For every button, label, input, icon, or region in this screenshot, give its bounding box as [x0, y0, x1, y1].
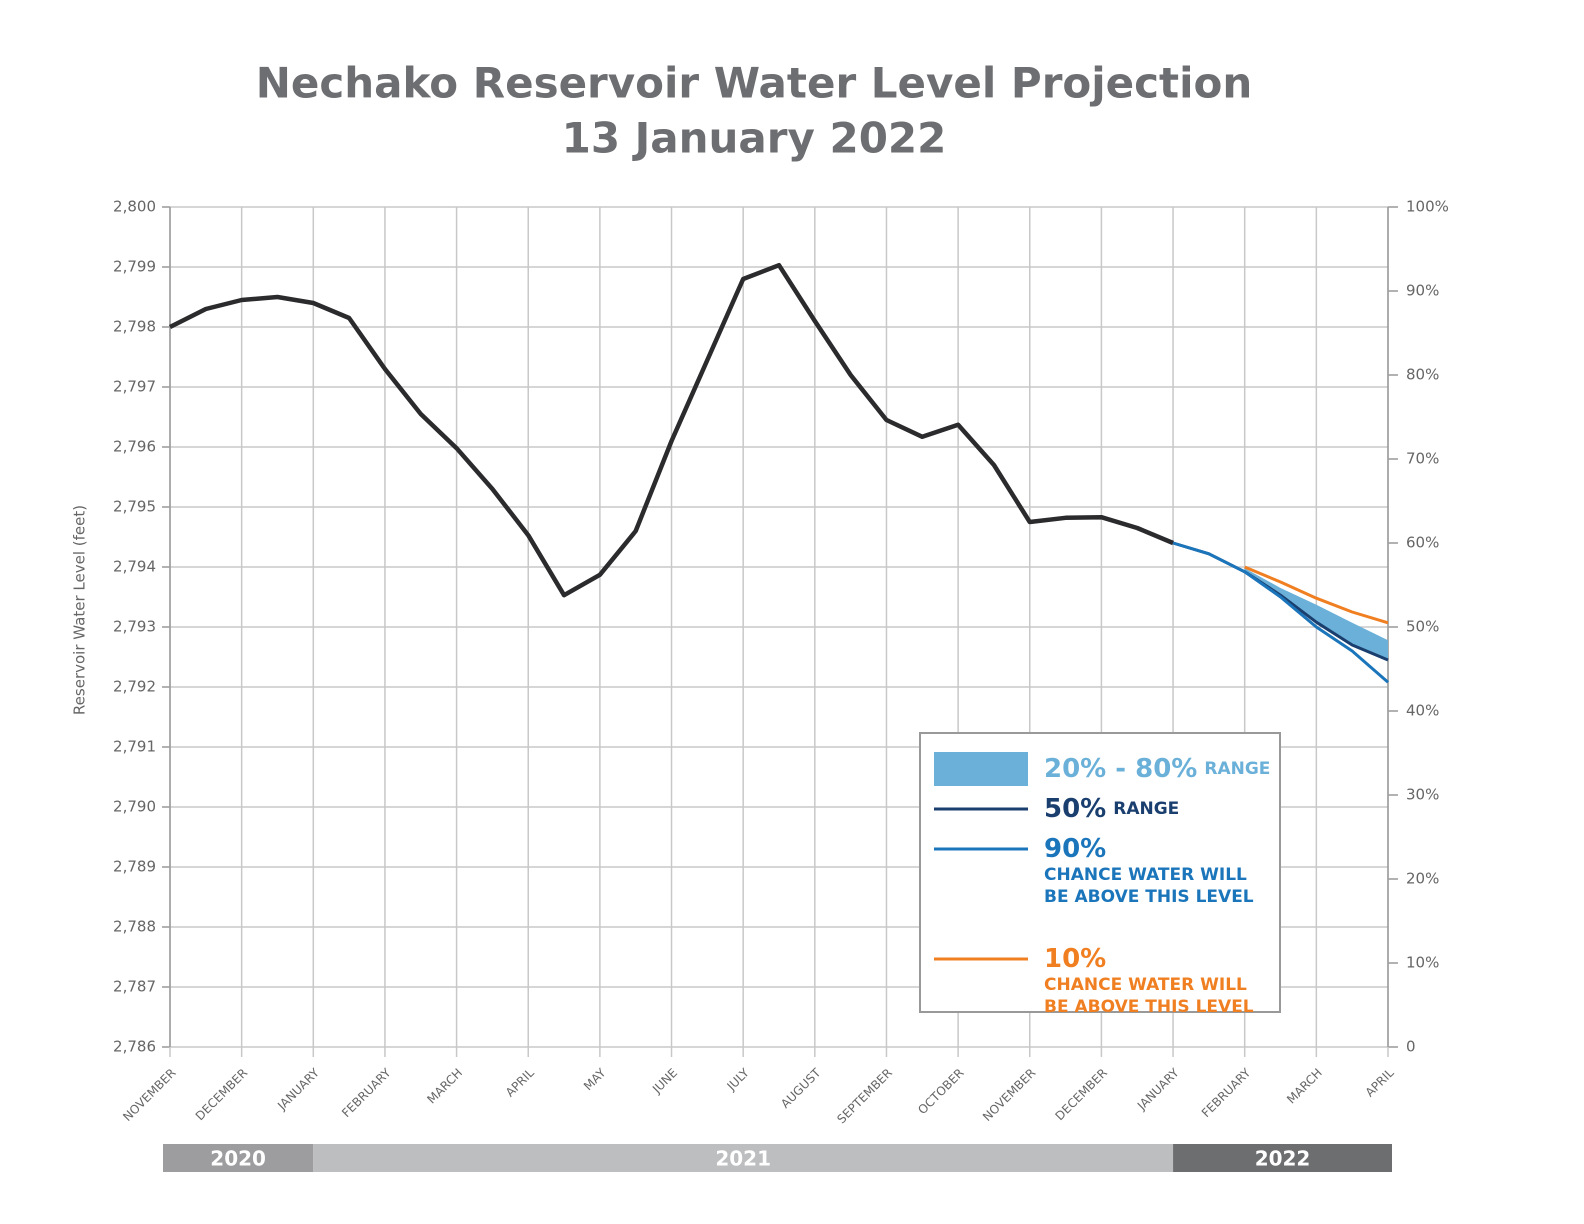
- legend-name: 20% - 80%: [1044, 754, 1197, 784]
- y-tick-label: 2,794: [113, 558, 156, 576]
- legend-note: RANGE: [1204, 759, 1270, 779]
- forecast-line: [1244, 565, 1389, 625]
- legend-note: BE ABOVE THIS LEVEL: [1044, 887, 1254, 907]
- x-tick-label: APRIL: [503, 1065, 537, 1099]
- legend-name: 90%: [1044, 834, 1106, 864]
- y-tick-label: 2,800: [113, 198, 156, 216]
- forecast-line: [1172, 541, 1389, 684]
- x-tick-label: JULY: [724, 1065, 753, 1094]
- x-tick-label: JANUARY: [274, 1065, 322, 1113]
- y-tick-label: 2,788: [113, 918, 156, 936]
- y-tick-label: 2,793: [113, 618, 156, 636]
- chart-subtitle: 13 January 2022: [562, 114, 947, 163]
- y-tick-label: 2,799: [113, 258, 156, 276]
- observed-line: [168, 262, 1174, 598]
- legend-note: CHANCE WATER WILL: [1044, 975, 1247, 995]
- y-tick-label: 2,791: [113, 738, 156, 756]
- legend-note: BE ABOVE THIS LEVEL: [1044, 997, 1254, 1017]
- y2-tick-label: 40%: [1406, 702, 1439, 720]
- x-tick-label: AUGUST: [778, 1065, 824, 1111]
- x-tick-label: DECEMBER: [1053, 1066, 1110, 1123]
- y2-tick-label: 10%: [1406, 954, 1439, 972]
- y2-tick-label: 100%: [1406, 198, 1449, 216]
- x-tick-label: OCTOBER: [915, 1066, 966, 1117]
- x-tick-label: JANUARY: [1134, 1065, 1182, 1113]
- x-tick-label: DECEMBER: [193, 1066, 250, 1123]
- y2-tick-label: 20%: [1406, 870, 1439, 888]
- legend-note: CHANCE WATER WILL: [1044, 865, 1247, 885]
- y2-tick-label: 80%: [1406, 366, 1439, 384]
- year-band: [1173, 1144, 1392, 1172]
- legend-name: 50%: [1044, 794, 1106, 824]
- x-tick-label: FEBRUARY: [339, 1065, 394, 1120]
- x-tick-label: SEPTEMBER: [834, 1066, 895, 1127]
- range-band: [1244, 568, 1388, 660]
- y-tick-label: 2,796: [113, 438, 156, 456]
- chart-title: Nechako Reservoir Water Level Projection: [256, 59, 1253, 108]
- y2-tick-label: 0: [1406, 1038, 1416, 1056]
- y2-tick-label: 70%: [1406, 450, 1439, 468]
- legend-swatch: [934, 752, 1028, 786]
- x-tick-label: APRIL: [1363, 1065, 1397, 1099]
- y2-tick-label: 30%: [1406, 786, 1439, 804]
- x-tick-label: NOVEMBER: [980, 1066, 1038, 1124]
- x-tick-label: MARCH: [424, 1066, 465, 1107]
- year-band: [313, 1144, 1174, 1172]
- legend-name: 10%: [1044, 944, 1106, 974]
- legend-label: 10%: [1044, 944, 1106, 974]
- x-tick-label: MAY: [581, 1065, 609, 1093]
- legend-label: 20% - 80% RANGE: [1044, 754, 1270, 784]
- y-tick-label: 2,790: [113, 798, 156, 816]
- year-band: [163, 1144, 314, 1172]
- year-label: 2021: [715, 1147, 771, 1171]
- y-tick-label: 2,786: [113, 1038, 156, 1056]
- y-tick-label: 2,797: [113, 378, 156, 396]
- legend-note: RANGE: [1113, 799, 1179, 819]
- year-label: 2020: [210, 1147, 266, 1171]
- x-tick-label: JUNE: [649, 1066, 680, 1097]
- y2-tick-label: 90%: [1406, 282, 1439, 300]
- y2-tick-label: 60%: [1406, 534, 1439, 552]
- x-tick-label: FEBRUARY: [1199, 1065, 1254, 1120]
- x-tick-label: MARCH: [1284, 1066, 1325, 1107]
- y-tick-label: 2,789: [113, 858, 156, 876]
- year-label: 2022: [1255, 1147, 1311, 1171]
- y-tick-label: 2,792: [113, 678, 156, 696]
- y-axis-label: Reservoir Water Level (feet): [71, 505, 89, 715]
- y2-tick-label: 50%: [1406, 618, 1439, 636]
- y-tick-label: 2,798: [113, 318, 156, 336]
- y-tick-label: 2,787: [113, 978, 156, 996]
- y-tick-label: 2,795: [113, 498, 156, 516]
- x-tick-label: NOVEMBER: [120, 1066, 178, 1124]
- legend-label: 90%: [1044, 834, 1106, 864]
- legend-label: 50% RANGE: [1044, 794, 1179, 824]
